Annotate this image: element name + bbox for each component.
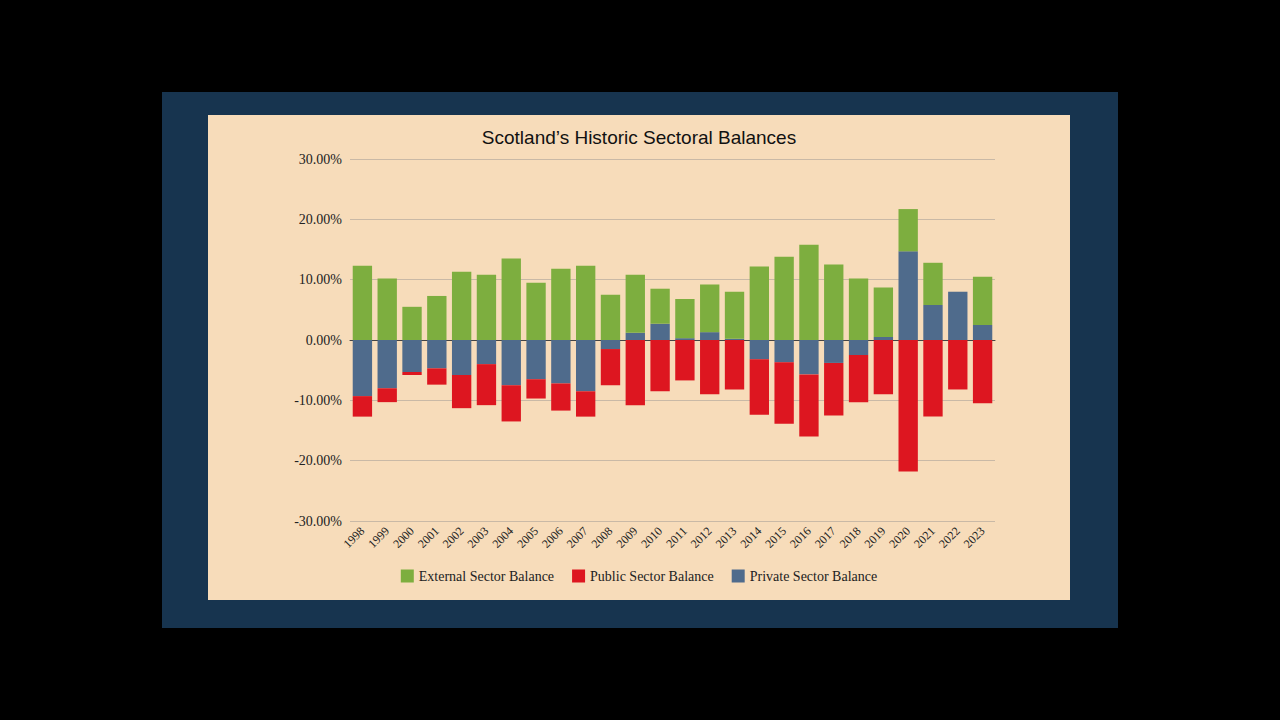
svg-text:-20.00%: -20.00% <box>294 453 342 468</box>
svg-text:20.00%: 20.00% <box>299 212 343 227</box>
svg-text:2011: 2011 <box>663 524 690 551</box>
svg-text:2007: 2007 <box>564 524 591 551</box>
svg-text:2013: 2013 <box>713 524 740 551</box>
svg-text:2002: 2002 <box>440 524 467 551</box>
svg-text:2010: 2010 <box>638 524 665 551</box>
svg-text:2023: 2023 <box>961 524 988 551</box>
svg-text:2008: 2008 <box>589 524 616 551</box>
svg-text:30.00%: 30.00% <box>299 152 343 167</box>
svg-text:2006: 2006 <box>539 524 566 551</box>
svg-text:2001: 2001 <box>415 524 442 551</box>
svg-text:1999: 1999 <box>365 524 392 551</box>
svg-text:10.00%: 10.00% <box>299 272 343 287</box>
svg-text:Scotland’s Historic Sectoral B: Scotland’s Historic Sectoral Balances <box>482 127 796 148</box>
svg-text:2017: 2017 <box>812 524 839 551</box>
svg-text:2021: 2021 <box>911 524 938 551</box>
svg-text:External Sector Balance: External Sector Balance <box>419 569 554 584</box>
svg-text:1998: 1998 <box>341 524 368 551</box>
svg-text:2020: 2020 <box>886 524 913 551</box>
svg-text:-10.00%: -10.00% <box>294 393 342 408</box>
svg-text:2009: 2009 <box>613 524 640 551</box>
svg-text:Private Sector Balance: Private Sector Balance <box>750 569 878 584</box>
svg-text:2016: 2016 <box>787 524 814 551</box>
svg-text:0.00%: 0.00% <box>306 333 343 348</box>
svg-text:2015: 2015 <box>762 524 789 551</box>
svg-text:2005: 2005 <box>514 524 541 551</box>
svg-text:-30.00%: -30.00% <box>294 514 342 529</box>
svg-text:2019: 2019 <box>861 524 888 551</box>
svg-text:2018: 2018 <box>837 524 864 551</box>
svg-text:2012: 2012 <box>688 524 715 551</box>
svg-text:2000: 2000 <box>390 524 417 551</box>
svg-text:2004: 2004 <box>489 524 516 551</box>
svg-text:Public Sector Balance: Public Sector Balance <box>590 569 714 584</box>
svg-text:2014: 2014 <box>737 524 764 551</box>
svg-text:2022: 2022 <box>936 524 963 551</box>
svg-text:2003: 2003 <box>465 524 492 551</box>
